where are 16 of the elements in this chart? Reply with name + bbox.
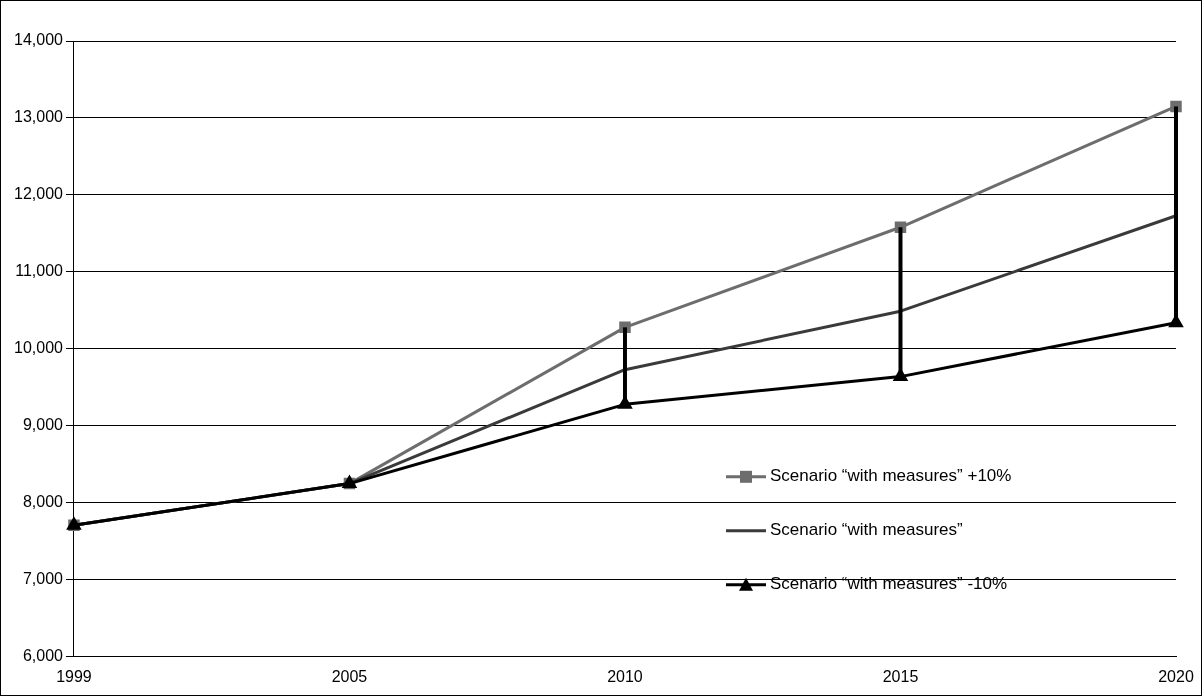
y-tick-label: 8,000	[22, 493, 64, 511]
x-tick-label: 1999	[56, 667, 92, 685]
y-tick-label: 11,000	[15, 262, 64, 280]
x-tick-label: 2010	[607, 667, 643, 685]
y-tick-label: 14,000	[14, 31, 64, 49]
y-tick-label: 9,000	[22, 416, 64, 434]
y-tick-label: 7,000	[22, 570, 64, 588]
x-tick-label: 2015	[882, 667, 919, 685]
x-tick-label: 2005	[331, 667, 368, 685]
y-tick-label: 12,000	[14, 185, 64, 203]
x-tick-label: 2020	[1158, 667, 1194, 685]
y-tick-label: 10,000	[14, 339, 64, 357]
legend-label: Scenario “with measures” +10%	[770, 466, 1012, 486]
legend-label: Scenario “with measures”	[770, 520, 964, 540]
y-tick-label: 6,000	[22, 647, 64, 665]
y-tick-label: 13,000	[14, 108, 64, 126]
